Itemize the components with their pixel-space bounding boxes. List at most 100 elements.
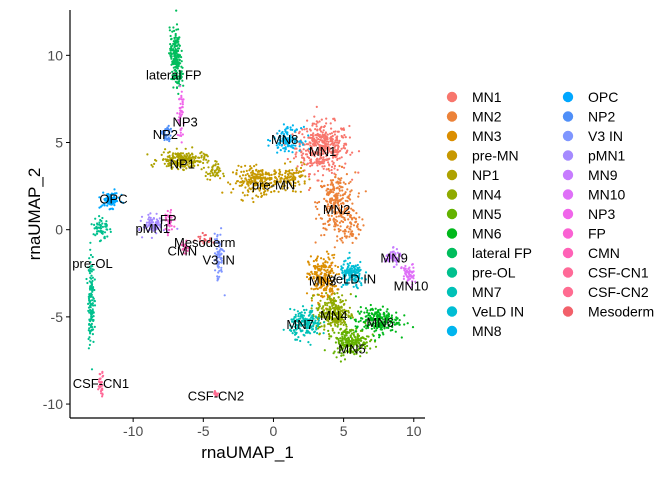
point: [105, 220, 108, 223]
point: [310, 297, 313, 300]
point: [322, 144, 325, 147]
legend-item: NP1: [446, 167, 499, 183]
point: [340, 156, 343, 159]
point: [330, 302, 333, 305]
point: [329, 137, 332, 140]
point: [352, 333, 355, 336]
point: [292, 181, 295, 184]
point: [339, 327, 342, 330]
point: [322, 129, 325, 132]
point: [89, 308, 92, 312]
point: [323, 147, 326, 150]
point: [196, 164, 200, 167]
point: [326, 151, 330, 154]
point: [222, 175, 225, 178]
point: [309, 186, 312, 190]
point: [297, 180, 300, 183]
point: [181, 152, 185, 155]
point: [353, 343, 357, 346]
point: [337, 312, 341, 315]
point: [338, 221, 341, 224]
point: [343, 358, 347, 361]
legend-item: pMN1: [562, 148, 626, 164]
point: [193, 160, 196, 163]
point: [180, 96, 183, 99]
point: [359, 228, 362, 232]
point: [284, 169, 287, 172]
point: [329, 284, 332, 287]
legend-label: MN8: [472, 323, 502, 339]
point: [327, 329, 330, 332]
point: [332, 191, 335, 194]
point: [268, 182, 271, 185]
point: [169, 208, 173, 212]
point: [340, 354, 343, 357]
legend-swatch: [446, 130, 458, 142]
point: [328, 337, 331, 340]
point: [264, 177, 267, 180]
point: [330, 335, 333, 338]
point: [337, 177, 340, 180]
point: [325, 250, 329, 253]
point: [284, 175, 287, 178]
point: [356, 223, 359, 226]
legend-item: CSF-CN1: [562, 265, 649, 281]
point: [330, 267, 333, 270]
legend-label: NP2: [588, 109, 615, 125]
point: [361, 328, 364, 331]
point: [283, 184, 286, 187]
point: [333, 213, 337, 216]
point: [246, 194, 249, 197]
legend-label: MN4: [472, 187, 502, 203]
point: [197, 160, 200, 163]
point: [337, 339, 340, 342]
point: [344, 259, 347, 262]
point: [164, 158, 167, 161]
point: [324, 272, 327, 276]
point: [278, 168, 281, 171]
point: [346, 262, 349, 265]
point: [89, 276, 92, 279]
point: [322, 279, 325, 282]
point: [361, 218, 364, 221]
point: [338, 189, 341, 192]
point: [336, 194, 339, 197]
point: [339, 198, 342, 201]
point: [279, 181, 282, 184]
point: [333, 187, 336, 190]
legend-item: MN1: [446, 89, 502, 105]
point: [327, 256, 330, 259]
point: [176, 152, 180, 155]
point: [402, 275, 405, 278]
point: [351, 178, 354, 181]
point: [245, 169, 248, 172]
point: [354, 338, 357, 341]
point: [98, 226, 101, 229]
point: [348, 306, 351, 309]
point: [341, 337, 344, 340]
point: [186, 161, 189, 164]
point: [319, 148, 322, 152]
point: [149, 212, 152, 215]
point: [344, 199, 347, 202]
point: [394, 318, 397, 321]
point: [216, 275, 219, 278]
point: [150, 236, 153, 239]
point: [295, 331, 298, 334]
point: [308, 188, 311, 192]
point: [90, 287, 93, 290]
point: [185, 167, 188, 170]
point: [88, 280, 91, 283]
point: [179, 152, 183, 155]
point: [169, 162, 172, 165]
series-mn1: [275, 105, 361, 192]
legend-label: MN1: [472, 89, 502, 105]
point: [326, 143, 330, 146]
point: [359, 260, 362, 264]
cluster-label: MN10: [394, 279, 429, 294]
point: [337, 351, 340, 354]
point: [303, 159, 306, 162]
legend-item: pre-OL: [446, 265, 516, 281]
point: [341, 321, 344, 324]
point: [336, 235, 339, 238]
